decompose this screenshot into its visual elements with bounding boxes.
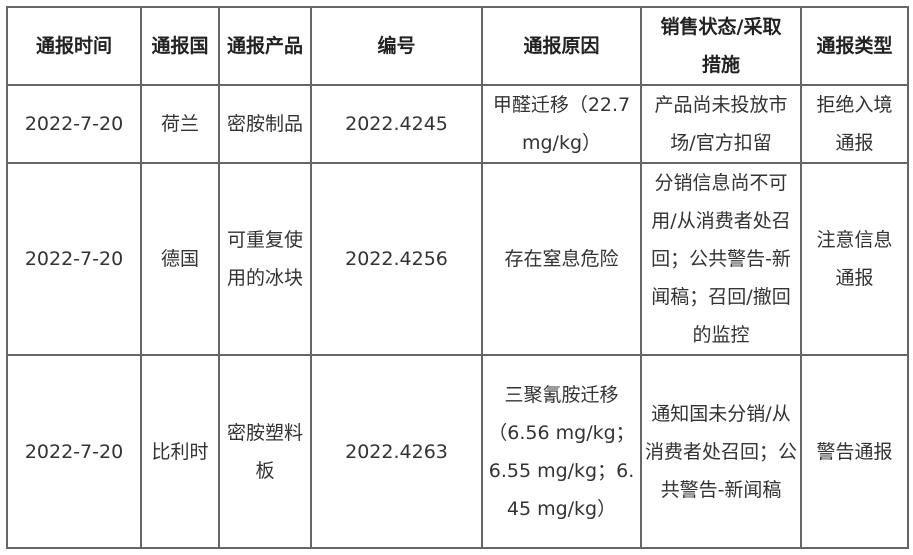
cell-number: 2022.4245 (311, 85, 482, 163)
cell-product: 可重复使用的冰块 (219, 163, 311, 355)
header-status: 销售状态/采取措施 (641, 7, 801, 85)
cell-reason: 三聚氰胺迁移（6.56 mg/kg；6.55 mg/kg；6.45 mg/kg） (482, 355, 641, 548)
notification-table: 通报时间 通报国 通报产品 编号 通报原因 销售状态/采取措施 通报类型 202… (6, 6, 909, 549)
cell-status: 通知国未分销/从消费者处召回；公共警告-新闻稿 (641, 355, 801, 548)
cell-number: 2022.4263 (311, 355, 482, 548)
cell-reason: 存在窒息危险 (482, 163, 641, 355)
cell-country: 荷兰 (141, 85, 219, 163)
header-reason: 通报原因 (482, 7, 641, 85)
cell-country: 德国 (141, 163, 219, 355)
header-row: 通报时间 通报国 通报产品 编号 通报原因 销售状态/采取措施 通报类型 (7, 7, 908, 85)
cell-country: 比利时 (141, 355, 219, 548)
header-type: 通报类型 (801, 7, 908, 85)
cell-time: 2022-7-20 (7, 85, 141, 163)
cell-status: 分销信息尚不可用/从消费者处召回；公共警告-新闻稿；召回/撤回的监控 (641, 163, 801, 355)
cell-reason: 甲醛迁移（22.7 mg/kg） (482, 85, 641, 163)
cell-product: 密胺制品 (219, 85, 311, 163)
cell-time: 2022-7-20 (7, 163, 141, 355)
table-row: 2022-7-20 德国 可重复使用的冰块 2022.4256 存在窒息危险 分… (7, 163, 908, 355)
header-product: 通报产品 (219, 7, 311, 85)
cell-time: 2022-7-20 (7, 355, 141, 548)
table-row: 2022-7-20 比利时 密胺塑料板 2022.4263 三聚氰胺迁移（6.5… (7, 355, 908, 548)
table-row: 2022-7-20 荷兰 密胺制品 2022.4245 甲醛迁移（22.7 mg… (7, 85, 908, 163)
cell-number: 2022.4256 (311, 163, 482, 355)
header-country: 通报国 (141, 7, 219, 85)
cell-status: 产品尚未投放市场/官方扣留 (641, 85, 801, 163)
header-time: 通报时间 (7, 7, 141, 85)
cell-product: 密胺塑料板 (219, 355, 311, 548)
cell-type: 警告通报 (801, 355, 908, 548)
cell-type: 注意信息通报 (801, 163, 908, 355)
cell-type: 拒绝入境通报 (801, 85, 908, 163)
header-number: 编号 (311, 7, 482, 85)
